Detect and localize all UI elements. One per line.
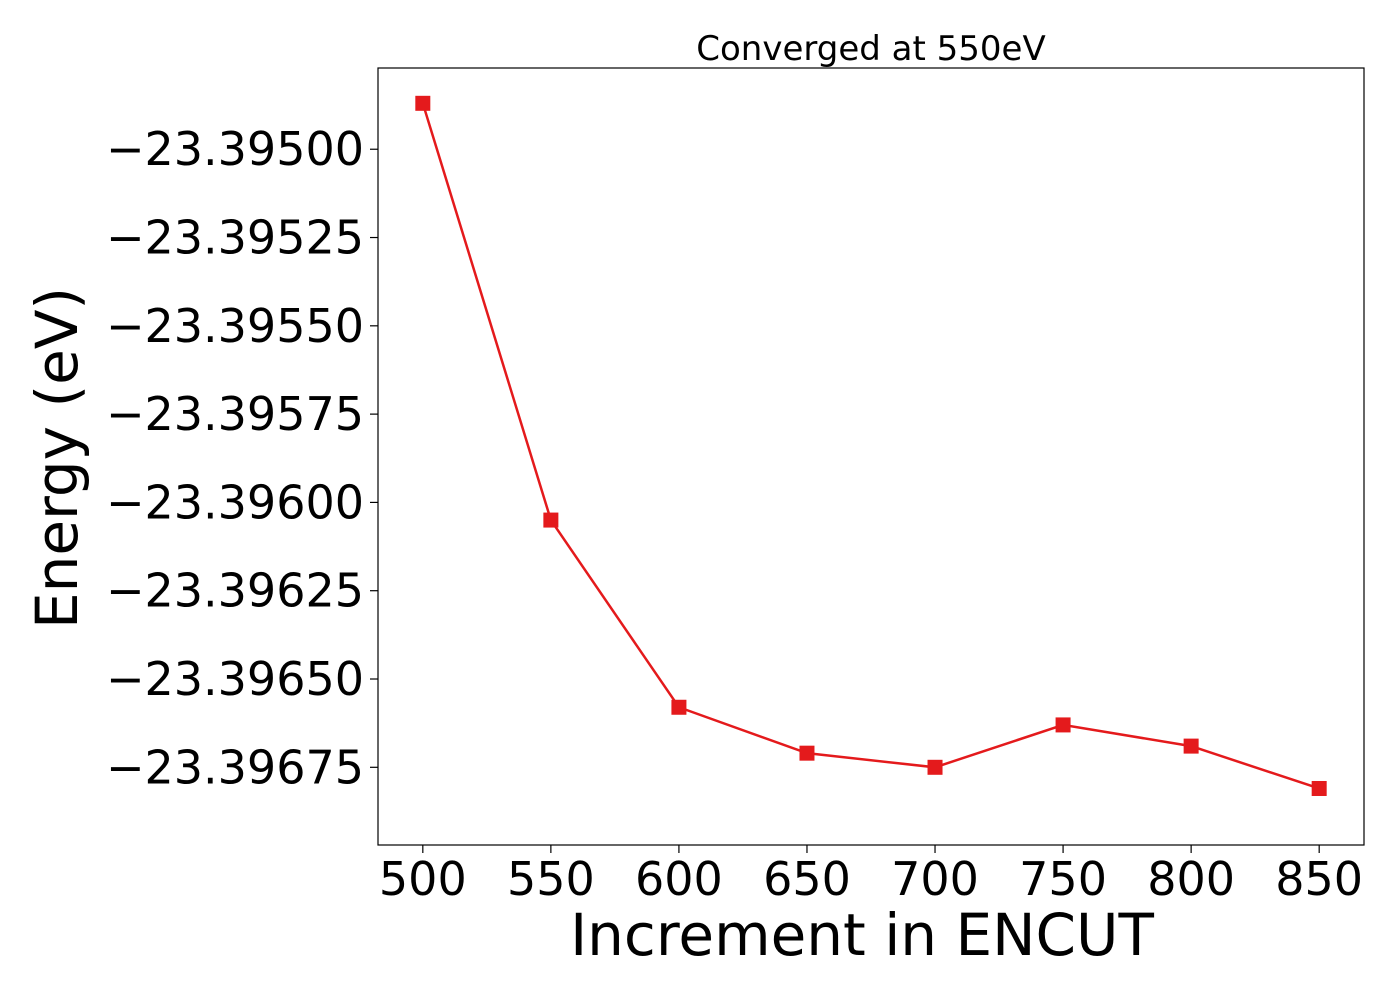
x-axis-label: Increment in ENCUT <box>570 901 1154 969</box>
x-tick-label: 550 <box>507 852 595 906</box>
x-tick-label: 500 <box>379 852 467 906</box>
data-point-marker <box>1183 738 1199 754</box>
series-group <box>415 95 1327 796</box>
plot-area <box>377 67 1365 846</box>
data-point-marker <box>927 759 943 775</box>
data-point-marker <box>415 95 431 111</box>
x-tick-label: 800 <box>1147 852 1235 906</box>
y-axis-label: Energy (eV) <box>23 287 91 629</box>
x-tick-label: 600 <box>635 852 723 906</box>
y-axis-ticks: −23.39500 −23.39525 −23.39550 −23.39575 −23.… <box>106 122 378 794</box>
y-tick-label: −23.39600 <box>106 475 364 529</box>
data-point-marker <box>671 699 687 715</box>
data-point-marker <box>1055 717 1071 733</box>
y-tick-label: −23.39625 <box>106 564 364 618</box>
x-axis-ticks: 500 550 600 650 700 750 800 850 <box>379 845 1363 906</box>
y-tick-label: −23.39650 <box>106 652 364 706</box>
y-tick-label: −23.39550 <box>106 299 364 353</box>
x-tick-label: 700 <box>891 852 979 906</box>
data-point-marker <box>799 745 815 761</box>
x-tick-label: 850 <box>1275 852 1363 906</box>
x-tick-label: 750 <box>1019 852 1107 906</box>
data-point-marker <box>1311 780 1327 796</box>
data-point-marker <box>543 512 559 528</box>
y-tick-label: −23.39575 <box>106 387 364 441</box>
x-tick-label: 650 <box>763 852 851 906</box>
chart-title: Converged at 550eV <box>696 29 1045 69</box>
y-tick-label: −23.39500 <box>106 122 364 176</box>
y-tick-label: −23.39525 <box>106 211 364 265</box>
y-tick-label: −23.39675 <box>106 740 364 794</box>
series-line <box>421 102 1320 790</box>
